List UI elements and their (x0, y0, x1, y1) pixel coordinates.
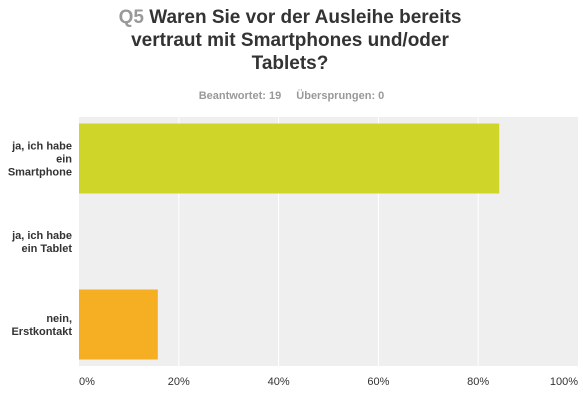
x-tick-label: 20% (168, 376, 190, 388)
x-tick-label: 80% (467, 376, 489, 388)
x-tick-label: 60% (367, 376, 389, 388)
category-label: ja, ich habe ein Smartphone (8, 141, 72, 179)
category-label-line: Erstkontakt (11, 326, 72, 338)
x-tick-label: 0% (79, 376, 95, 388)
bar-3 (79, 289, 158, 360)
x-tick-label: 100% (550, 376, 578, 388)
question-title-line-2: vertraut mit Smartphones und/oder (131, 30, 449, 51)
category-label-line: ja, ich habe (11, 230, 72, 242)
x-tick-label: 40% (268, 376, 290, 388)
category-label-line: ja, ich habe (11, 141, 72, 153)
question-title-line-3: Tablets? (251, 53, 329, 74)
category-label-line: nein, (46, 313, 72, 325)
bar-1 (79, 123, 500, 194)
question-title-line-1: Waren Sie vor der Ausleihe bereits (149, 7, 462, 28)
skipped-count: Übersprungen: 0 (296, 90, 385, 102)
category-label-line: ein (56, 154, 72, 166)
category-label: nein, Erstkontakt (11, 313, 72, 338)
response-summary: Beantwortet: 19 Übersprungen: 0 (0, 90, 583, 102)
question-title: Q5 Waren Sie vor der Ausleihe bereits ve… (90, 6, 490, 75)
category-label: ja, ich habe ein Tablet (11, 230, 72, 255)
question-number: Q5 (118, 7, 144, 28)
category-label-line: Smartphone (8, 167, 72, 179)
answered-count: Beantwortet: 19 (198, 90, 282, 102)
category-label-line: ein Tablet (21, 243, 72, 255)
